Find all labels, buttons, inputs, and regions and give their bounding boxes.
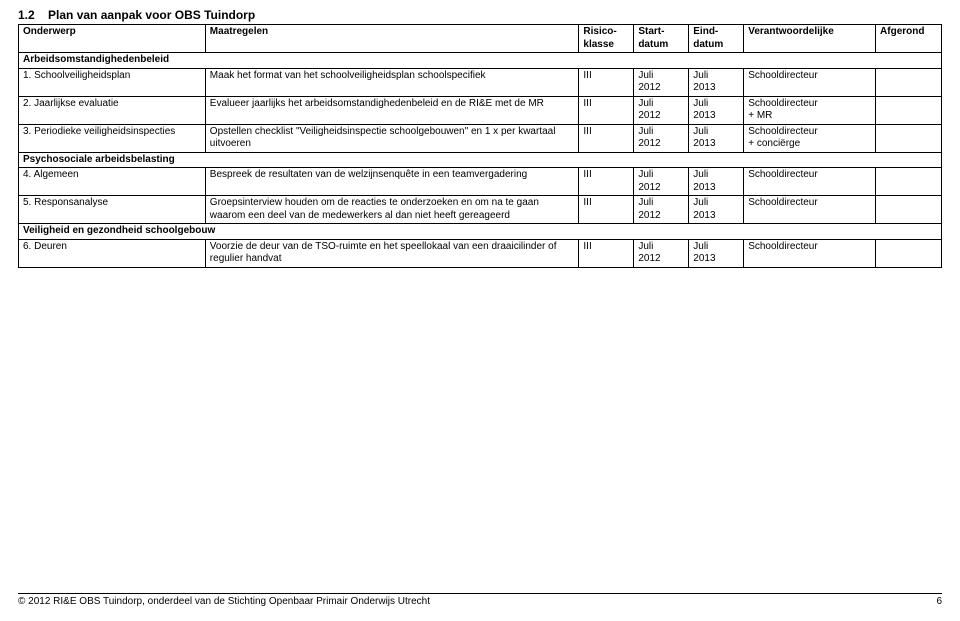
th-risico-l2: klasse — [583, 39, 614, 50]
cell-start: Juli2012 — [634, 68, 689, 96]
group-title: Arbeidsomstandighedenbeleid — [19, 53, 942, 69]
cell-risico: III — [579, 168, 634, 196]
th-risico: Risico- klasse — [579, 25, 634, 53]
cell-eind: Juli2013 — [689, 96, 744, 124]
cell-verantw: Schooldirecteur — [744, 68, 876, 96]
cell-eind: Juli2013 — [689, 196, 744, 224]
cell-start: Juli2012 — [634, 96, 689, 124]
cell-onderwerp: 3. Periodieke veiligheidsinspecties — [19, 124, 206, 152]
th-eind-l1: Eind- — [693, 26, 718, 37]
th-risico-l1: Risico- — [583, 26, 616, 37]
cell-afgerond — [876, 239, 942, 267]
cell-maatregelen: Opstellen checklist "Veiligheidsinspecti… — [205, 124, 579, 152]
cell-verantw: Schooldirecteur — [744, 168, 876, 196]
table-row: 4. AlgemeenBespreek de resultaten van de… — [19, 168, 942, 196]
cell-verantw: Schooldirecteur — [744, 239, 876, 267]
th-start-l1: Start- — [638, 26, 664, 37]
group-row: Arbeidsomstandighedenbeleid — [19, 53, 942, 69]
group-row: Veiligheid en gezondheid schoolgebouw — [19, 224, 942, 240]
table-row: 1. SchoolveiligheidsplanMaak het format … — [19, 68, 942, 96]
cell-risico: III — [579, 68, 634, 96]
th-verantw: Verantwoordelijke — [744, 25, 876, 53]
cell-risico: III — [579, 124, 634, 152]
table-row: 5. ResponsanalyseGroepsinterview houden … — [19, 196, 942, 224]
footer-pagenum: 6 — [936, 596, 942, 607]
section-title-text: Plan van aanpak voor OBS Tuindorp — [48, 8, 255, 22]
cell-risico: III — [579, 96, 634, 124]
th-afgerond: Afgerond — [876, 25, 942, 53]
cell-onderwerp: 4. Algemeen — [19, 168, 206, 196]
th-eind: Eind- datum — [689, 25, 744, 53]
cell-maatregelen: Bespreek de resultaten van de welzijnsen… — [205, 168, 579, 196]
cell-start: Juli2012 — [634, 196, 689, 224]
section-number: 1.2 — [18, 8, 35, 22]
cell-onderwerp: 6. Deuren — [19, 239, 206, 267]
cell-risico: III — [579, 196, 634, 224]
cell-maatregelen: Maak het format van het schoolveiligheid… — [205, 68, 579, 96]
cell-onderwerp: 5. Responsanalyse — [19, 196, 206, 224]
cell-risico: III — [579, 239, 634, 267]
cell-eind: Juli2013 — [689, 68, 744, 96]
cell-start: Juli2012 — [634, 239, 689, 267]
page: 1.2 Plan van aanpak voor OBS Tuindorp On… — [0, 0, 960, 621]
cell-maatregelen: Voorzie de deur van de TSO-ruimte en het… — [205, 239, 579, 267]
group-title: Veiligheid en gezondheid schoolgebouw — [19, 224, 942, 240]
th-maatregelen: Maatregelen — [205, 25, 579, 53]
cell-eind: Juli2013 — [689, 168, 744, 196]
cell-verantw: Schooldirecteur+ conciërge — [744, 124, 876, 152]
cell-start: Juli2012 — [634, 168, 689, 196]
cell-afgerond — [876, 168, 942, 196]
th-eind-l2: datum — [693, 39, 723, 50]
table-body: Arbeidsomstandighedenbeleid1. Schoolveil… — [19, 53, 942, 268]
table-row: 2. Jaarlijkse evaluatieEvalueer jaarlijk… — [19, 96, 942, 124]
group-title: Psychosociale arbeidsbelasting — [19, 152, 942, 168]
plan-table: Onderwerp Maatregelen Risico- klasse Sta… — [18, 24, 942, 268]
footer-left: © 2012 RI&E OBS Tuindorp, onderdeel van … — [18, 596, 430, 607]
group-row: Psychosociale arbeidsbelasting — [19, 152, 942, 168]
cell-start: Juli2012 — [634, 124, 689, 152]
cell-afgerond — [876, 96, 942, 124]
cell-verantw: Schooldirecteur+ MR — [744, 96, 876, 124]
table-row: 6. DeurenVoorzie de deur van de TSO-ruim… — [19, 239, 942, 267]
cell-onderwerp: 1. Schoolveiligheidsplan — [19, 68, 206, 96]
cell-afgerond — [876, 124, 942, 152]
cell-maatregelen: Evalueer jaarlijks het arbeidsomstandigh… — [205, 96, 579, 124]
cell-maatregelen: Groepsinterview houden om de reacties te… — [205, 196, 579, 224]
cell-eind: Juli2013 — [689, 239, 744, 267]
cell-afgerond — [876, 68, 942, 96]
th-start-l2: datum — [638, 39, 668, 50]
page-footer: © 2012 RI&E OBS Tuindorp, onderdeel van … — [18, 593, 942, 607]
th-onderwerp: Onderwerp — [19, 25, 206, 53]
section-title: 1.2 Plan van aanpak voor OBS Tuindorp — [18, 8, 942, 22]
cell-onderwerp: 2. Jaarlijkse evaluatie — [19, 96, 206, 124]
cell-eind: Juli2013 — [689, 124, 744, 152]
table-header-row: Onderwerp Maatregelen Risico- klasse Sta… — [19, 25, 942, 53]
th-start: Start- datum — [634, 25, 689, 53]
cell-afgerond — [876, 196, 942, 224]
table-row: 3. Periodieke veiligheidsinspectiesOpste… — [19, 124, 942, 152]
cell-verantw: Schooldirecteur — [744, 196, 876, 224]
